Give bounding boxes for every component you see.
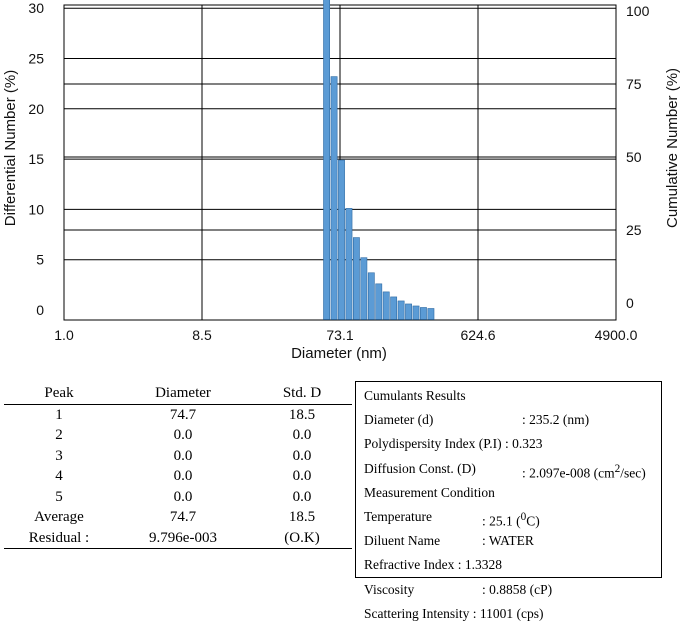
- diameter-value: : 235.2 (nm): [522, 412, 590, 428]
- peak-cell: 3: [55, 447, 63, 464]
- diameter-cell: 74.7: [169, 509, 197, 525]
- std-cell: 0.0: [292, 468, 312, 484]
- chart-bars: [323, 0, 435, 320]
- diffusion-row: Diffusion Const. (D) : 2.097e-008 (cm2/s…: [364, 460, 646, 481]
- peak-table-row: Residual :9.796e-003 (O.K): [4, 527, 352, 549]
- peak-cell: 4: [55, 468, 63, 484]
- std-cell: 0.0: [292, 488, 312, 505]
- y-axis-right-title: Cumulative Number (%): [664, 68, 681, 228]
- bar-12: [405, 303, 412, 320]
- bar-11: [397, 300, 405, 320]
- y-left-tick-label: 5: [36, 252, 44, 268]
- diameter-cell: 0.0: [173, 488, 193, 505]
- x-tick-label: 4900.0: [595, 327, 638, 343]
- peak-cell: 5: [55, 488, 63, 505]
- temperature-value: : 25.1: [482, 513, 513, 529]
- peak-table-row: 1 74.7 18.5: [4, 404, 352, 425]
- y-left-tick-label: 30: [28, 0, 44, 16]
- diameter-row: Diameter (d) : 235.2 (nm): [364, 408, 661, 432]
- y-right-tick-label: 50: [626, 149, 642, 165]
- bar-3: [338, 159, 345, 320]
- diameter-cell: 0.0: [173, 447, 193, 464]
- bar-14: [420, 307, 427, 320]
- diluent-row: Diluent Name : WATER: [364, 529, 661, 553]
- size-distribution-chart: 1.0 8.5 73.1 624.6 4900.0 0 5 10 15 20 25 30 0 25 50 75…: [2, 0, 681, 362]
- x-tick-label: 1.0: [54, 327, 74, 343]
- std-cell: 0.0: [292, 427, 312, 443]
- diameter-cell: 0.0: [173, 468, 193, 484]
- y-right-tick-label: 25: [626, 222, 642, 238]
- std-cell: 0.0: [292, 447, 312, 464]
- peak-cell: 2: [55, 427, 63, 443]
- bar-13: [412, 305, 420, 320]
- y-left-tick-label: 25: [28, 51, 44, 67]
- peak-table-header: Peak Diameter Std. D: [4, 383, 352, 405]
- y-left-tick-label: 0: [36, 302, 44, 318]
- x-tick-label: 73.1: [326, 327, 353, 343]
- bar-8: [375, 283, 383, 320]
- bar-7: [367, 272, 375, 320]
- std-cell: 18.5: [288, 406, 316, 423]
- refractive-row: Refractive Index : 1.3328: [364, 557, 502, 573]
- peak-table-row: 3 0.0 0.0: [4, 446, 352, 467]
- std-cell: (O.K): [252, 527, 352, 549]
- temperature-row: Temperature : 25.1 (0C): [364, 508, 540, 529]
- bar-5: [352, 237, 360, 320]
- peak-table-row: Average 74.7 18.5: [4, 507, 352, 528]
- x-axis-title: Diameter (nm): [291, 345, 387, 362]
- x-tick-label: 624.6: [460, 327, 495, 343]
- bar-6: [360, 257, 368, 320]
- scattering-row: Scattering Intensity : 11001 (cps): [364, 605, 544, 621]
- peak-cell: Average: [34, 509, 84, 525]
- y-right-tick-label: 0: [626, 295, 634, 311]
- chart-ticks: 1.0 8.5 73.1 624.6 4900.0 0 5 10 15 20 25 30 0 25 50 75…: [28, 0, 649, 343]
- diameter-cell: 74.7: [169, 406, 197, 423]
- pdi-value: : 0.323: [505, 436, 543, 452]
- y-left-tick-label: 15: [28, 151, 44, 167]
- peak-cell: Residual :: [4, 527, 114, 549]
- refractive-value: : 1.3328: [457, 557, 502, 573]
- diffusion-value: : 2.097e-008: [522, 465, 591, 481]
- bar-4: [345, 208, 353, 320]
- diameter-cell: 0.0: [173, 427, 193, 443]
- viscosity-row: Viscosity : 0.8858 (cP): [364, 578, 661, 602]
- y-left-tick-label: 10: [28, 201, 44, 217]
- peak-table: Peak Diameter Std. D 1 74.7 18.5 2 0.0 0.0 3 0.…: [4, 383, 352, 549]
- peak-cell: 1: [55, 406, 63, 423]
- bar-9: [382, 291, 390, 320]
- header-std: Std. D: [252, 383, 352, 405]
- y-right-tick-label: 75: [626, 76, 642, 92]
- std-cell: 18.5: [288, 509, 316, 525]
- viscosity-value: : 0.8858 (cP): [482, 581, 553, 597]
- bar-1: [323, 0, 330, 320]
- measurement-title: Measurement Condition: [364, 484, 495, 500]
- header-peak: Peak: [4, 383, 114, 405]
- y-right-tick-label: 100: [626, 3, 650, 19]
- pdi-row: Polydispersity Index (P.I) : 0.323: [364, 436, 543, 452]
- x-tick-label: 8.5: [192, 327, 212, 343]
- peak-table-row: 4 0.0 0.0: [4, 466, 352, 487]
- header-diameter: Diameter: [114, 383, 252, 405]
- cumulants-title: Cumulants Results: [364, 388, 466, 403]
- bar-15: [427, 308, 435, 320]
- y-left-tick-label: 20: [28, 101, 44, 117]
- peak-table-row: 2 0.0 0.0: [4, 425, 352, 446]
- diameter-cell: 9.796e-003: [114, 527, 252, 549]
- y-axis-left-title: Differential Number (%): [2, 70, 19, 226]
- peak-table-row: 5 0.0 0.0: [4, 487, 352, 508]
- cumulants-results-panel: Cumulants Results Diameter (d) : 235.2 (…: [355, 381, 662, 621]
- diluent-value: : WATER: [482, 533, 534, 549]
- bar-2: [330, 76, 338, 320]
- bar-10: [390, 296, 398, 320]
- scattering-value: : 11001 (cps): [472, 605, 544, 621]
